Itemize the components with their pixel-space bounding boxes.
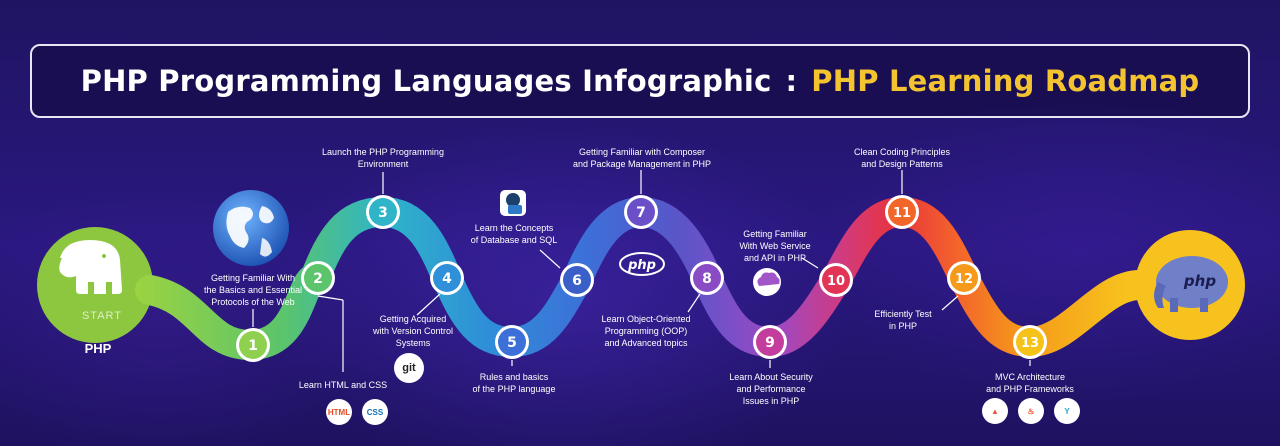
step-1-label: Getting Familiar With the Basics and Ess… [203, 273, 303, 307]
git-icon: git [394, 353, 424, 383]
elephant-icon [59, 240, 122, 294]
step-5-number: 5 [507, 335, 517, 351]
step-8-number: 8 [702, 271, 712, 287]
step-11-label: Clean Coding Principles and Design Patte… [853, 147, 951, 169]
title-separator: : [785, 64, 798, 98]
step-3-number: 3 [378, 205, 388, 221]
step-1-circle [239, 331, 267, 359]
step-12-circle [950, 264, 978, 292]
end-node: php [1135, 230, 1245, 340]
step-13-circle [1016, 328, 1044, 356]
step-6-circle [563, 266, 591, 294]
yii-icon: Y [1054, 398, 1080, 424]
start-caption: START [81, 310, 123, 322]
step-1-number: 1 [248, 338, 258, 354]
step-7-label: Getting Familiar with Composer and Packa… [572, 147, 712, 169]
step-10-number: 10 [827, 274, 845, 289]
start-php-label: PHP [84, 341, 112, 356]
step-13-number: 13 [1021, 336, 1039, 351]
step-6-label: Learn the Concepts of Database and SQL [470, 223, 558, 245]
laravel-icon: ▲ [982, 398, 1008, 424]
step-4-number: 4 [442, 271, 452, 287]
step-5-node: 5 [495, 325, 529, 359]
step-3-label: Launch the PHP Programming Environment [322, 147, 444, 169]
step-3-node: 3 [366, 195, 400, 229]
start-node [37, 227, 153, 343]
step-7-number: 7 [636, 205, 646, 221]
html5-icon: HTML [326, 399, 352, 425]
step-5-label: Rules and basics of the PHP language [472, 372, 556, 394]
step-9-number: 9 [765, 335, 775, 351]
step-2-number: 2 [313, 271, 323, 287]
step-10-label: Getting Familiar With Web Service and AP… [739, 229, 811, 263]
svg-text:php: php [627, 258, 656, 273]
api-cloud-icon [753, 268, 781, 296]
connector-lines [252, 170, 1031, 372]
codeigniter-icon: ♨ [1018, 398, 1044, 424]
step-7-node: 7 [624, 195, 658, 229]
step-11-circle [888, 198, 916, 226]
step-7-circle [627, 198, 655, 226]
step-5-circle [498, 328, 526, 356]
title-highlight: PHP Learning Roadmap [811, 64, 1200, 98]
end-php-text: php [1183, 272, 1216, 290]
step-9-label: Learn About Security and Performance Iss… [729, 372, 813, 406]
step-9-node: 9 [753, 325, 787, 359]
step-11-number: 11 [893, 206, 911, 221]
step-2-node: 2 [301, 261, 335, 295]
step-3-circle [369, 198, 397, 226]
step-10-node: 10 [819, 263, 853, 297]
step-12-number: 12 [955, 272, 973, 287]
step-6-node: 6 [560, 263, 594, 297]
database-icon [500, 190, 526, 216]
css3-icon: CSS [362, 399, 388, 425]
step-4-label: Getting Acquired with Version Control Sy… [372, 314, 454, 348]
step-11-node: 11 [885, 195, 919, 229]
step-12-label: Efficiently Test in PHP [874, 309, 932, 331]
step-8-circle [693, 264, 721, 292]
title-main: PHP Programming Languages Infographic [80, 64, 772, 98]
step-4-node: 4 [430, 261, 464, 295]
step-13-node: 13 [1013, 325, 1047, 359]
step-8-node: 8 [690, 261, 724, 295]
step-12-node: 12 [947, 261, 981, 295]
title-banner: PHP Programming Languages Infographic : … [30, 44, 1250, 118]
globe-icon [213, 190, 289, 266]
step-6-number: 6 [572, 273, 582, 289]
step-9-circle [756, 328, 784, 356]
php-logo-icon: php [619, 252, 665, 276]
php-elephant-icon: php [1154, 256, 1228, 312]
step-1-node: 1 [236, 328, 270, 362]
step-10-circle [822, 266, 850, 294]
step-2-circle [304, 264, 332, 292]
step-8-label: Learn Object-Oriented Programming (OOP) … [601, 314, 691, 348]
step-2-label: Learn HTML and CSS [298, 380, 388, 390]
step-13-label: MVC Architecture and PHP Frameworks [986, 372, 1074, 394]
step-4-circle [433, 264, 461, 292]
